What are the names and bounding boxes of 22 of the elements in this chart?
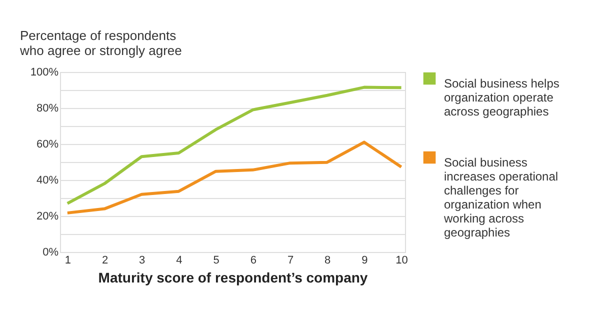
legend-label: Social business increases operational challenges for organization when working across geographies: [443, 156, 558, 240]
x-tick-label: 2: [102, 254, 108, 266]
legend-label: Social business helps organization operate across geographies: [444, 76, 560, 118]
x-tick-label: 9: [362, 254, 368, 266]
y-tick-label: 80%: [36, 102, 59, 114]
y-tick-label: 100%: [30, 66, 59, 78]
x-tick-label: 6: [250, 254, 256, 266]
y-axis-title: Percentage of respondents who agree or strongly agree: [19, 28, 182, 58]
line-series: [66, 140, 403, 214]
x-tick-label: 8: [324, 254, 331, 266]
line-series: [66, 86, 403, 205]
x-tick-label: 5: [213, 254, 220, 266]
x-tick-label: 1: [64, 254, 71, 266]
x-tick-label: 4: [176, 254, 182, 266]
y-tick-label: 20%: [36, 210, 59, 222]
x-tick-label: 7: [287, 254, 294, 266]
x-tick-label: 10: [396, 254, 408, 266]
y-tick-label: 0%: [42, 246, 59, 258]
x-axis-title: Maturity score of respondent’s company: [98, 270, 368, 286]
y-tick-label: 60%: [36, 138, 59, 150]
x-tick-label: 3: [139, 254, 146, 266]
y-tick-label: 40%: [36, 174, 59, 186]
